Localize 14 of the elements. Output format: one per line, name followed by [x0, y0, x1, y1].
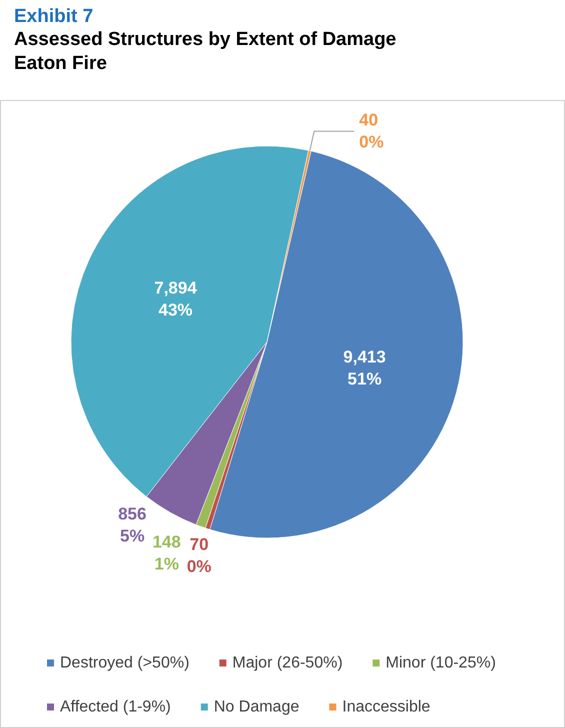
legend-label: Major (26-50%)	[232, 654, 343, 672]
legend-label: No Damage	[214, 698, 300, 716]
legend-label: Destroyed (>50%)	[60, 654, 190, 672]
data-label: 7,894 43%	[154, 278, 198, 320]
data-label: 148 1%	[152, 532, 181, 574]
legend-label: Affected (1-9%)	[60, 698, 171, 716]
legend-label: Minor (10-25%)	[386, 654, 496, 672]
data-label: 40 0%	[359, 110, 384, 152]
data-label: 9,413 51%	[343, 348, 386, 389]
data-label: 70 0%	[186, 534, 212, 576]
data-label: 856 5%	[118, 504, 146, 546]
legend-label: Inaccessible	[342, 698, 430, 716]
chart-title: Exhibit 7	[14, 6, 94, 28]
chart-subtitle: Assessed Structures by Extent of Damage Eaton Fire	[14, 28, 396, 76]
